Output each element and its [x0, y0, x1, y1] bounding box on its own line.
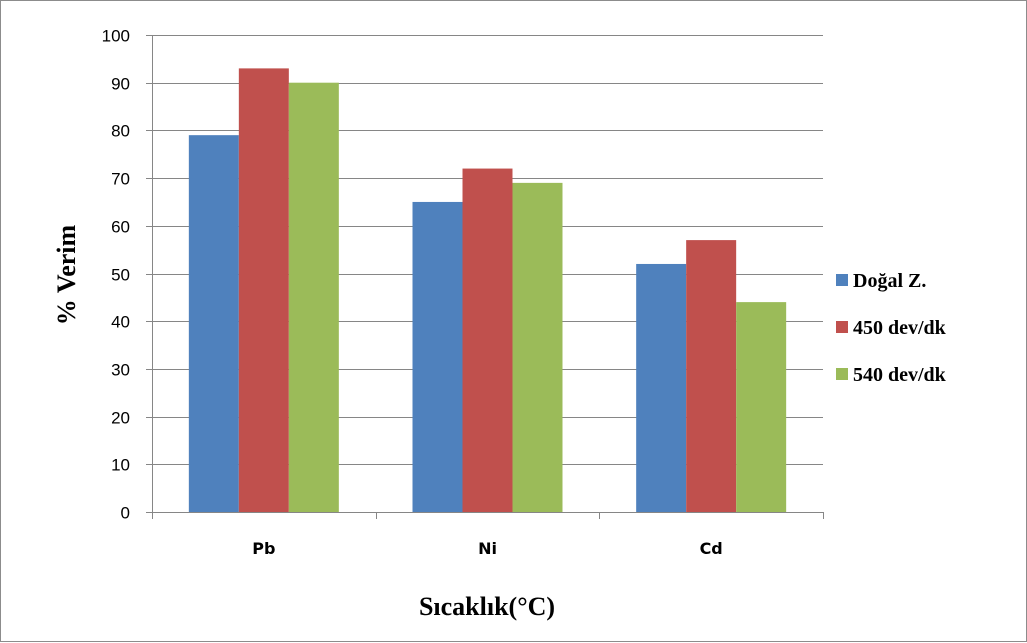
- y-tick-label: 90: [111, 75, 130, 94]
- legend-label: Doğal Z.: [853, 270, 926, 292]
- x-tick-label: Pb: [252, 539, 275, 558]
- y-axis-label: % Verim: [52, 224, 81, 325]
- legend-label: 540 dev/dk: [853, 364, 947, 386]
- bar: [462, 168, 513, 512]
- y-tick-label: 10: [111, 456, 130, 475]
- y-tick-label: 20: [111, 409, 130, 428]
- y-tick-label: 100: [102, 27, 130, 46]
- legend: Doğal Z. 450 dev/dk 540 dev/dk: [836, 270, 947, 386]
- axes: [146, 35, 824, 519]
- bar: [412, 201, 463, 512]
- bars: [188, 68, 787, 513]
- y-tick-label: 40: [111, 313, 130, 332]
- bar: [188, 135, 239, 513]
- x-tick-labels: Pb Ni Cd: [252, 539, 723, 558]
- y-tick-label: 50: [111, 266, 130, 285]
- x-axis-label: Sıcaklık(°C): [419, 592, 555, 621]
- legend-swatch: [836, 321, 848, 333]
- legend-label: 450 dev/dk: [853, 317, 947, 339]
- x-tick-label: Cd: [700, 539, 723, 558]
- x-tick-label: Ni: [478, 539, 497, 558]
- bar: [512, 182, 563, 512]
- bar: [238, 68, 289, 512]
- bar: [736, 302, 787, 512]
- y-tick-labels: 0 10 20 30 40 50 60 70 80 90 100: [102, 27, 130, 523]
- bar: [686, 240, 737, 513]
- bar: [636, 263, 687, 512]
- legend-swatch: [836, 274, 848, 286]
- y-tick-label: 0: [121, 504, 130, 523]
- y-tick-label: 70: [111, 170, 130, 189]
- y-tick-label: 80: [111, 122, 130, 141]
- legend-swatch: [836, 368, 848, 380]
- y-tick-label: 30: [111, 361, 130, 380]
- bar: [288, 82, 339, 512]
- y-tick-label: 60: [111, 218, 130, 237]
